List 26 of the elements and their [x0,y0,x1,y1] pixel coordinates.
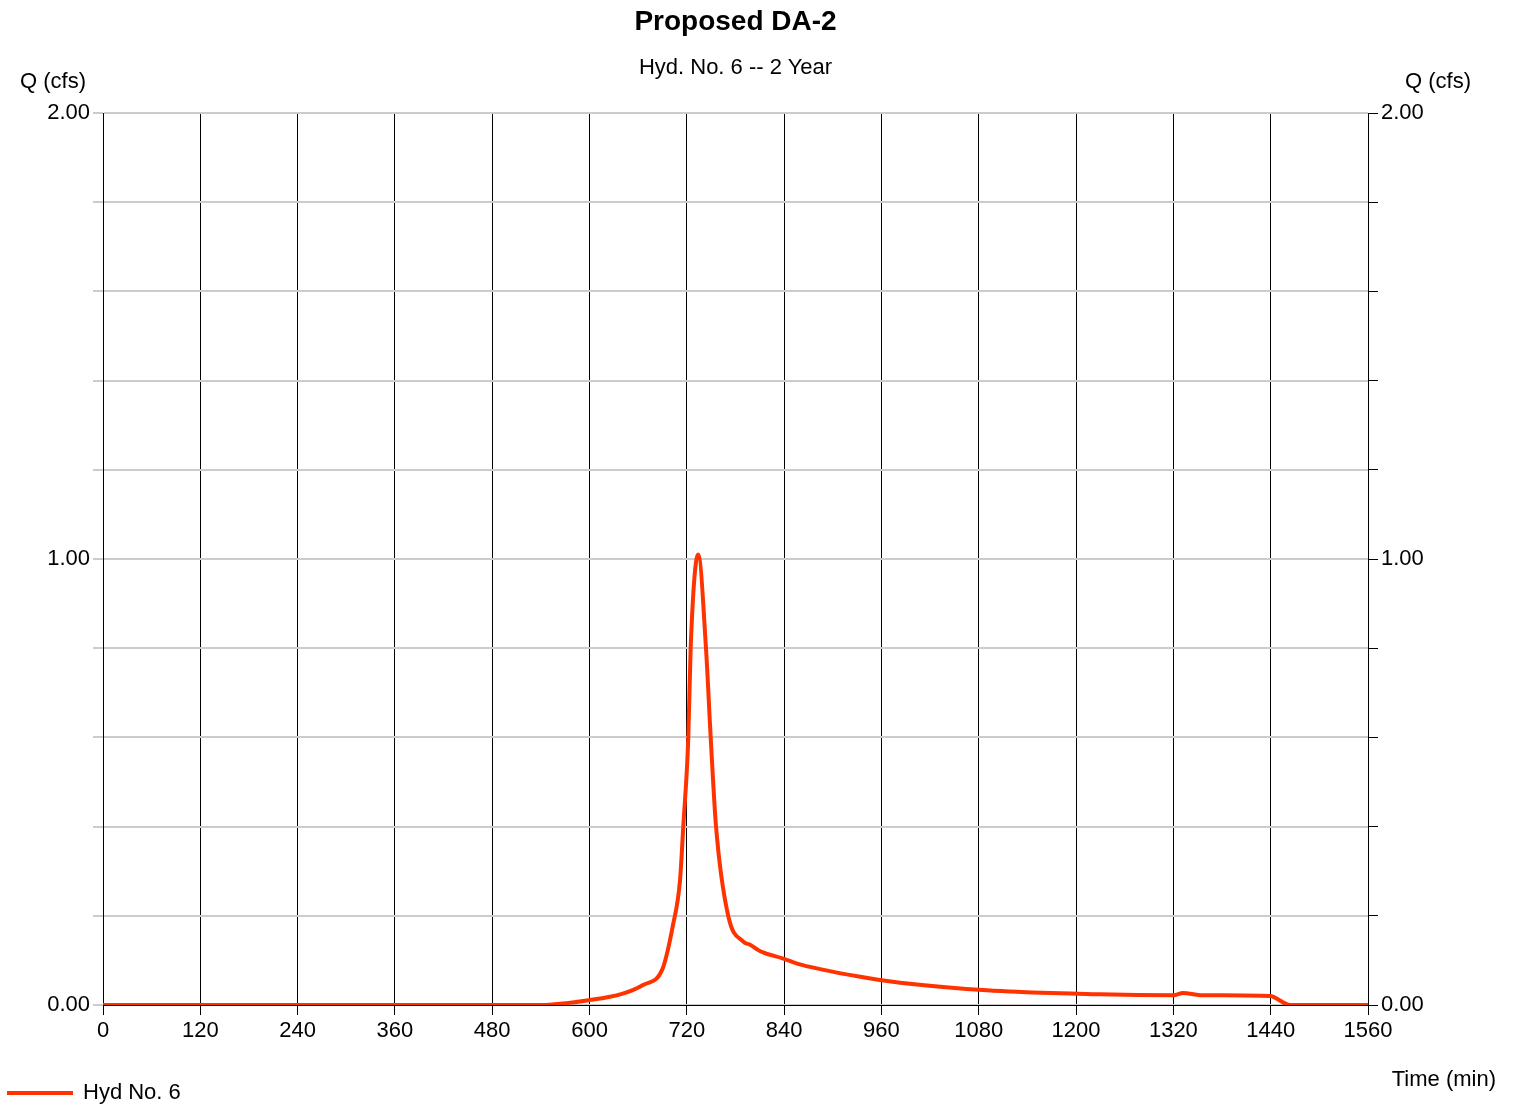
x-tick-label: 1560 [1343,1017,1393,1043]
y2-axis-title: Q (cfs) [1405,68,1471,94]
y2-tick-label: 0.00 [1381,991,1424,1017]
x-axis-title: Time (min) [1391,1066,1496,1092]
x-tick-label: 1440 [1246,1017,1296,1043]
chart-subtitle: Hyd. No. 6 -- 2 Year [638,54,833,80]
x-tick-label: 360 [376,1017,414,1043]
x-tick-label: 1200 [1051,1017,1101,1043]
y-axis-title: Q (cfs) [20,68,86,94]
x-tick-label: 120 [181,1017,219,1043]
x-tick-label: 840 [765,1017,803,1043]
x-tick-label: 240 [279,1017,316,1043]
x-tick-label: 600 [571,1017,608,1043]
x-tick-label: 0 [96,1017,110,1043]
y2-tick-label: 1.00 [1381,545,1424,571]
legend-label: Hyd No. 6 [83,1079,181,1105]
x-tick-label: 1320 [1148,1017,1198,1043]
y-tick-label: 0.00 [47,991,90,1017]
y-tick-label: 2.00 [47,99,90,125]
y-tick-label: 1.00 [47,545,90,571]
chart-title: Proposed DA-2 [634,4,837,36]
x-tick-label: 960 [863,1017,900,1043]
x-tick-label: 1080 [954,1017,1004,1043]
x-tick-label: 720 [668,1017,706,1043]
x-tick-label: 480 [473,1017,511,1043]
y2-tick-label: 2.00 [1381,99,1424,125]
